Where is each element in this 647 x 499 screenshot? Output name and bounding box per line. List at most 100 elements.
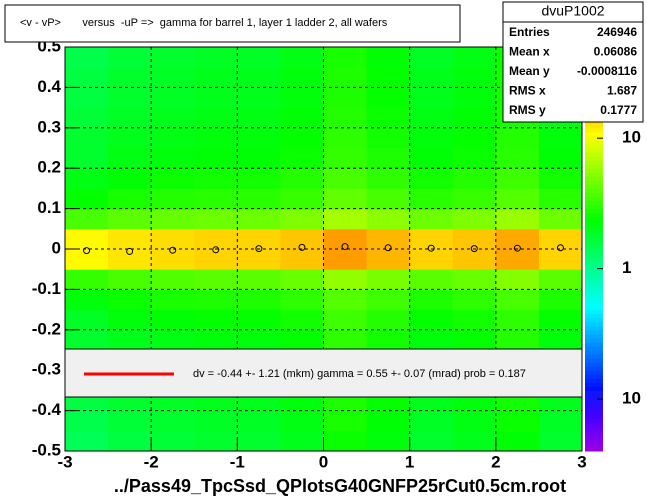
heat-cell [409,309,454,331]
palette-step [585,184,603,189]
heat-cell [280,208,324,230]
z-tick-label: 10 [622,389,641,408]
heat-cell [452,87,497,109]
heat-cell [151,127,195,149]
palette-step [585,350,603,355]
heat-cell [366,107,411,129]
x-tick-label: 1 [405,452,414,471]
x-tick-label: -2 [144,452,159,471]
heat-cell [237,208,281,230]
stats-value: 0.1777 [600,103,637,117]
heat-cell [366,430,411,452]
heat-cell [409,329,454,351]
heat-cell [452,127,497,149]
heat-cell [452,188,497,210]
stats-value: 246946 [597,25,637,39]
heat-cell [108,228,152,250]
palette-step [585,249,603,254]
legend-text: dv = -0.44 +- 1.21 (mkm) gamma = 0.55 +-… [193,368,526,380]
heat-cell [538,410,583,432]
heat-cell [280,430,324,452]
heat-cell [151,228,195,250]
stats-value: 1.687 [607,84,637,98]
x-tick-label: -1 [230,452,245,471]
heat-cell [323,127,368,149]
palette-step [585,390,603,395]
y-tick-label: 0.1 [37,198,61,217]
palette-step [585,446,603,452]
heat-cell [280,410,324,432]
heat-cell [495,329,540,351]
heat-cell [108,67,152,88]
profile-point [556,244,564,252]
palette-step [585,321,603,327]
heat-cell [194,188,238,210]
x-tick-label: 2 [491,452,500,471]
heat-cell [280,329,324,351]
heat-cell [409,410,454,432]
heat-cell [151,168,195,189]
heat-cell [280,148,324,169]
heat-cell [237,168,281,189]
heat-cell [65,67,109,88]
heat-cell [452,208,497,230]
heat-cell [323,168,368,189]
palette-step [585,386,603,391]
palette-step [585,337,603,343]
heat-cell [280,67,324,88]
heat-cell [366,329,411,351]
heat-cell [323,47,368,68]
heat-cell [65,309,109,331]
profile-point [384,244,392,252]
palette-step [585,236,603,242]
heat-cell [194,107,238,129]
palette-step [585,204,603,210]
stats-label: Mean x [509,45,550,59]
palette-step [585,131,603,137]
heat-cell [194,309,238,331]
palette-step [585,192,603,197]
heat-cell [194,249,238,270]
heat-cell [538,269,583,290]
heat-cell [409,148,454,169]
heat-cell [366,228,411,250]
palette-step [585,358,603,363]
heat-cell [409,67,454,88]
palette-step [585,366,603,371]
heat-cell [366,67,411,88]
y-tick-label: -0.1 [32,279,61,298]
palette-step [585,123,603,129]
heat-cell [495,228,540,250]
heat-cell [323,249,368,270]
heat-cell [65,168,109,189]
palette-step [585,273,603,278]
heat-cell [452,67,497,88]
heat-cell [280,289,324,311]
y-tick-label: 0.3 [37,117,61,136]
heat-cell [237,309,281,331]
z-tick-label: 10 [622,128,641,147]
palette-step [585,172,603,177]
palette-step [585,325,603,331]
palette-step [585,418,603,424]
heat-cell [538,188,583,210]
heat-cell [108,148,152,169]
profile-point [298,243,306,251]
heat-cell [452,107,497,129]
palette-step [585,257,603,262]
palette-step [585,370,603,375]
z-tick-label: 1 [622,258,631,277]
palette-step [585,139,603,145]
heat-cell [538,228,583,250]
stats-value: 0.06086 [594,45,638,59]
heat-cell [280,249,324,270]
heat-cell [323,107,368,129]
heat-cell [108,188,152,210]
palette-step [585,228,603,234]
heat-cell [495,188,540,210]
palette-step [585,329,603,335]
palette-step [585,317,603,323]
profile-point [255,245,263,253]
heat-cell [65,289,109,311]
